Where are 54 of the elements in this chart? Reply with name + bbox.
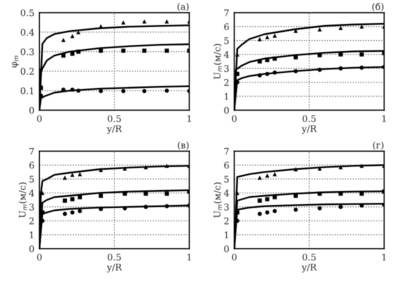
- y-tick-label: 6: [29, 162, 34, 169]
- chart-title: (б): [372, 2, 384, 12]
- y-tick-label: 5: [224, 176, 229, 183]
- y-tick-label: 0.4: [20, 28, 34, 36]
- y-tick-label: 0.3: [20, 48, 34, 56]
- y-tick-label: 0: [29, 106, 34, 114]
- y-tick-label: 6: [224, 23, 229, 30]
- y-axis-title: U$_{m}$(м/с): [214, 182, 222, 218]
- y-tick-label: 4: [29, 190, 34, 196]
- x-axis-title: y/R: [302, 264, 317, 272]
- x-tick-label: 0: [37, 115, 42, 122]
- chart-title: (а): [178, 3, 189, 12]
- y-tick-label: 3: [224, 65, 229, 72]
- x-tick-label: 0: [37, 254, 42, 261]
- x-tick-label: 0.5: [108, 254, 121, 261]
- y-tick-label: 7: [30, 148, 34, 155]
- y-axis-title: φ$_{m}$: [12, 56, 19, 68]
- x-tick-label: 1: [188, 254, 191, 260]
- y-tick-label: 3: [224, 204, 229, 210]
- x-tick-label: 0.5: [302, 115, 316, 122]
- x-axis-title: y/R: [302, 125, 317, 134]
- y-tick-label: 3: [29, 204, 34, 210]
- y-tick-label: 1: [224, 92, 228, 100]
- x-tick-label: 0.5: [302, 254, 316, 261]
- y-tick-label: 1: [224, 231, 228, 238]
- y-tick-label: 0: [224, 106, 229, 114]
- chart-title: (в): [178, 142, 189, 150]
- y-tick-label: 4: [224, 51, 229, 58]
- y-tick-label: 7: [224, 148, 229, 155]
- x-axis-title: y/R: [106, 264, 122, 272]
- y-tick-label: 0.1: [20, 87, 34, 94]
- y-tick-label: 2: [224, 218, 229, 224]
- y-tick-label: 2: [224, 79, 229, 86]
- y-tick-label: 5: [30, 176, 34, 183]
- y-tick-label: 7: [224, 9, 229, 16]
- y-tick-label: 6: [224, 162, 229, 169]
- x-tick-label: 1: [382, 254, 386, 260]
- y-tick-label: 2: [29, 218, 34, 224]
- y-tick-label: 4: [224, 190, 229, 196]
- x-tick-label: 0.5: [108, 115, 121, 122]
- x-tick-label: 1: [382, 115, 386, 122]
- y-axis-title: U$_{m}$(м/с): [18, 182, 28, 218]
- x-tick-label: 0: [232, 254, 237, 261]
- y-tick-label: 5: [224, 37, 229, 44]
- x-axis-title: y/R: [106, 125, 122, 134]
- x-tick-label: 0: [232, 115, 237, 122]
- x-tick-label: 1: [188, 115, 191, 122]
- y-tick-label: 0.2: [20, 68, 34, 75]
- chart-title: (г): [373, 142, 384, 150]
- y-tick-label: 0: [29, 245, 34, 252]
- y-tick-label: 0.5: [20, 9, 34, 16]
- y-axis-title: U$_{m}$(м/с): [214, 44, 222, 80]
- y-tick-label: 0: [224, 245, 229, 252]
- y-tick-label: 1: [30, 231, 34, 238]
